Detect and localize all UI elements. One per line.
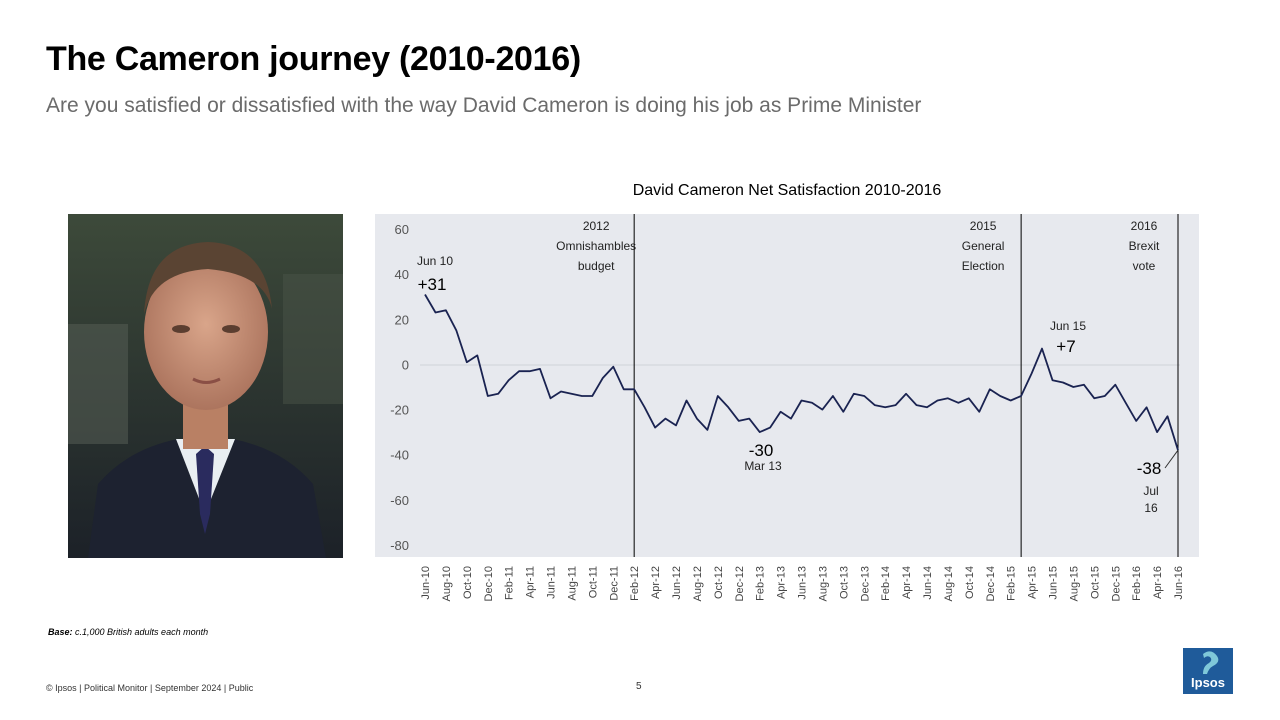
x-tick-label: Apr-11	[525, 566, 537, 598]
x-tick-label: Aug-11	[566, 566, 578, 601]
x-tick-label: Jun-15	[1048, 566, 1060, 600]
event-label: 2012	[583, 219, 610, 233]
series-line	[424, 294, 1179, 451]
x-tick-label: Oct-12	[713, 566, 725, 599]
x-tick-label: Oct-11	[587, 566, 599, 598]
annotation-label: Jul	[1143, 484, 1158, 498]
logo-mark-icon	[1203, 651, 1219, 674]
x-tick-label: Jun-11	[546, 566, 558, 599]
x-tick-label: Dec-12	[734, 566, 746, 601]
y-tick-label: -80	[390, 538, 409, 553]
x-tick-label: Feb-15	[1006, 566, 1018, 601]
x-tick-label: Jun-12	[671, 566, 683, 600]
event-label: Election	[962, 259, 1005, 273]
x-tick-label: Oct-10	[462, 566, 474, 599]
y-tick-label: -40	[390, 448, 409, 463]
logo-text: Ipsos	[1191, 675, 1225, 690]
x-tick-label: Aug-10	[441, 566, 453, 601]
x-tick-label: Apr-14	[901, 566, 913, 599]
y-tick-label: 60	[395, 222, 409, 237]
x-tick-label: Apr-12	[650, 566, 662, 599]
x-tick-label: Apr-13	[776, 566, 788, 599]
x-tick-label: Aug-15	[1068, 566, 1080, 601]
annotation-label: 16	[1144, 501, 1158, 515]
portrait-illustration	[68, 214, 343, 558]
annotation-label: Jun 10	[417, 254, 453, 268]
x-tick-label: Apr-15	[1027, 566, 1039, 599]
event-label: Brexit	[1129, 239, 1160, 253]
x-tick-label: Feb-11	[504, 566, 516, 600]
x-tick-label: Dec-11	[608, 566, 620, 601]
x-tick-label: Aug-12	[692, 566, 704, 601]
x-tick-label: Oct-14	[964, 566, 976, 599]
x-tick-label: Jun-16	[1173, 566, 1185, 600]
y-tick-label: 0	[402, 357, 409, 372]
event-label: vote	[1133, 259, 1156, 273]
y-tick-label: -60	[390, 493, 409, 508]
chart-title: David Cameron Net Satisfaction 2010-2016	[633, 182, 942, 199]
x-tick-label: Oct-15	[1089, 566, 1101, 599]
x-tick-label: Feb-14	[880, 566, 892, 601]
page-subtitle: Are you satisfied or dissatisfied with t…	[46, 94, 922, 117]
y-tick-label: 40	[395, 267, 409, 282]
base-note: Base: c.1,000 British adults each month	[48, 627, 208, 637]
base-text: c.1,000 British adults each month	[72, 627, 209, 637]
annotation-value: -30	[749, 441, 774, 460]
footer-text: © Ipsos | Political Monitor | September …	[46, 683, 254, 693]
x-tick-label: Dec-14	[985, 566, 997, 601]
x-tick-label: Jun-14	[922, 566, 934, 600]
event-label: General	[962, 239, 1005, 253]
x-tick-label: Oct-13	[838, 566, 850, 599]
y-tick-label: -20	[390, 403, 409, 418]
annotation-value: +31	[418, 275, 447, 294]
x-tick-label: Dec-10	[483, 566, 495, 601]
page-number: 5	[636, 681, 642, 692]
y-tick-label: 20	[395, 312, 409, 327]
x-tick-label: Apr-16	[1152, 566, 1164, 599]
annotation-value: +7	[1056, 337, 1075, 356]
event-label: 2015	[970, 219, 997, 233]
annotation-label: Mar 13	[744, 459, 782, 473]
portrait-photo	[68, 214, 343, 558]
annotation-label: Jun 15	[1050, 319, 1086, 333]
event-label: Omnishambles	[556, 239, 636, 253]
x-tick-label: Feb-13	[755, 566, 767, 601]
x-tick-label: Dec-13	[859, 566, 871, 601]
x-tick-label: Aug-13	[817, 566, 829, 601]
plot-area	[375, 214, 1199, 557]
page-title: The Cameron journey (2010-2016)	[46, 40, 581, 78]
event-label: budget	[578, 259, 615, 273]
x-tick-label: Jun-10	[420, 566, 432, 600]
x-tick-label: Jun-13	[797, 566, 809, 600]
x-tick-label: Feb-12	[629, 566, 641, 601]
x-tick-label: Feb-16	[1131, 566, 1143, 601]
annotation-value: -38	[1137, 459, 1162, 478]
ipsos-logo: Ipsos	[1183, 648, 1233, 694]
event-label: 2016	[1131, 219, 1158, 233]
annotation-leader	[1164, 449, 1179, 469]
x-tick-label: Dec-15	[1110, 566, 1122, 601]
base-label: Base:	[48, 627, 73, 637]
x-tick-label: Aug-14	[943, 566, 955, 601]
